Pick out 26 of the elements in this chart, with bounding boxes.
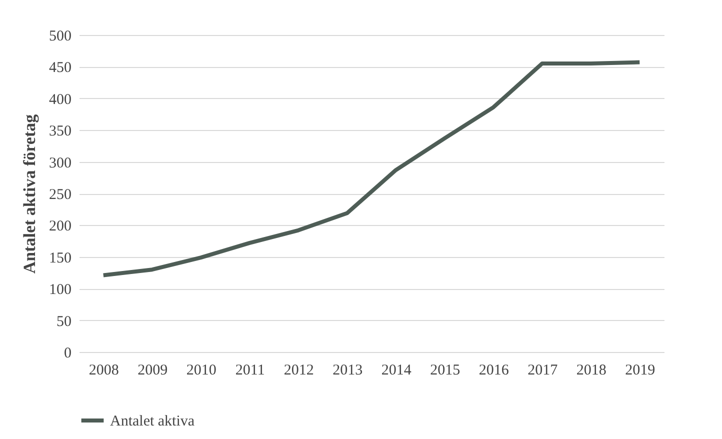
y-tick-label: 150 <box>49 250 72 266</box>
y-tick-label: 350 <box>49 124 72 140</box>
y-tick-label: 400 <box>49 92 72 108</box>
x-tick-label: 2015 <box>430 362 460 378</box>
y-tick-label: 300 <box>49 155 72 172</box>
x-tick-label: 2011 <box>235 362 265 378</box>
y-tick-label: 500 <box>49 28 72 44</box>
y-tick-label: 250 <box>49 187 72 203</box>
x-tick-label: 2017 <box>528 362 558 378</box>
legend-label: Antalet aktiva <box>110 414 195 430</box>
y-tick-label: 100 <box>49 282 72 298</box>
x-tick-label: 2016 <box>478 362 510 378</box>
y-tick-label: 0 <box>64 346 72 362</box>
y-tick-label: 450 <box>49 60 72 76</box>
x-tick-label: 2009 <box>138 362 168 378</box>
x-tick-label: 2014 <box>381 362 412 378</box>
x-tick-label: 2013 <box>332 362 363 378</box>
x-tick-label: 2010 <box>186 362 216 378</box>
y-tick-label: 50 <box>56 314 72 330</box>
y-tick-label: 200 <box>49 218 72 235</box>
x-tick-label: 2019 <box>625 362 656 378</box>
line-series <box>101 60 642 278</box>
x-tick-label: 2012 <box>284 362 314 378</box>
y-axis-title: Antalet aktiva företag <box>20 114 39 274</box>
x-tick-label: 2018 <box>576 362 606 378</box>
x-tick-label: 2008 <box>88 362 119 378</box>
